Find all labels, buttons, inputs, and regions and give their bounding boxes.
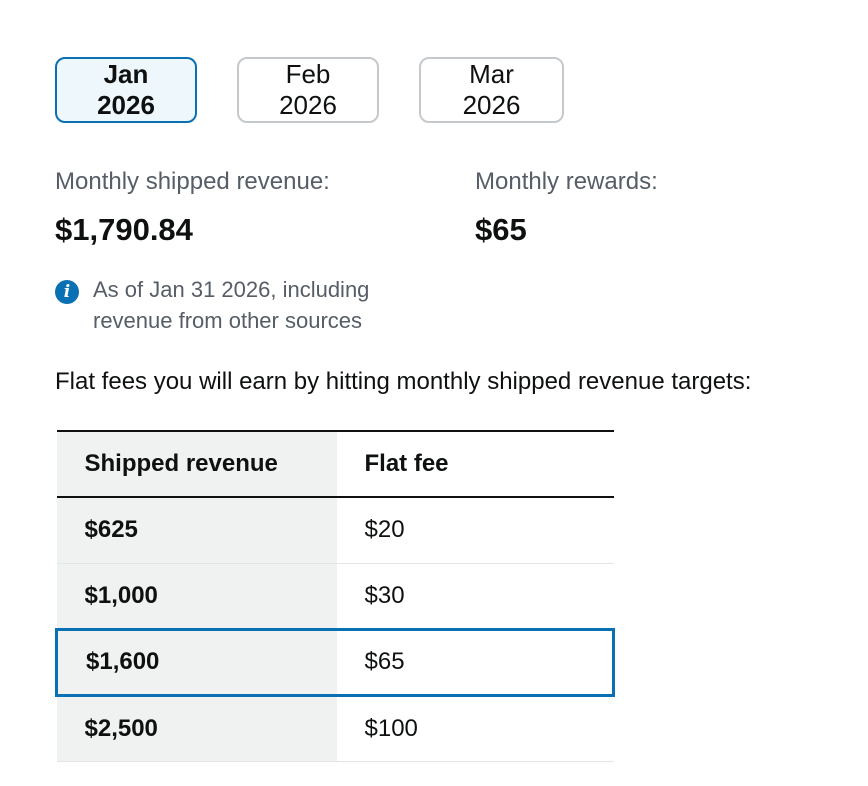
tab-jan-2026[interactable]: Jan 2026 (55, 57, 197, 123)
revenue-cell: $1,600 (55, 627, 337, 697)
revenue-cell: $2,500 (56, 695, 337, 762)
revenue-cell: $1,000 (56, 563, 337, 630)
shipped-revenue-label: Monthly shipped revenue: (55, 168, 330, 195)
table-header-row: Shipped revenue Flat fee (56, 431, 614, 498)
column-header-flat-fee: Flat fee (336, 431, 614, 498)
table-row: $2,500 $100 (56, 695, 614, 762)
fee-intro-text: Flat fees you will earn by hitting month… (55, 368, 752, 395)
column-header-shipped-revenue: Shipped revenue (56, 431, 337, 498)
month-tabs: Jan 2026 Feb 2026 Mar 2026 (55, 57, 604, 123)
tab-mar-2026[interactable]: Mar 2026 (419, 57, 564, 123)
tab-feb-2026[interactable]: Feb 2026 (237, 57, 379, 123)
fee-cell: $20 (336, 497, 614, 564)
fee-cell: $65 (336, 627, 615, 697)
info-icon: i (55, 280, 79, 304)
flat-fee-table: Shipped revenue Flat fee $625 $20 $1,000… (55, 430, 615, 762)
rewards-value: $65 (475, 212, 527, 247)
info-text: As of Jan 31 2026, including revenue fro… (93, 277, 370, 333)
info-note: i As of Jan 31 2026, including revenue f… (55, 274, 433, 336)
table-row-highlighted: $1,600 $65 (55, 627, 615, 697)
revenue-cell: $625 (56, 497, 337, 564)
table-row: $1,000 $30 (56, 563, 614, 630)
shipped-revenue-value: $1,790.84 (55, 212, 193, 247)
fee-cell: $30 (336, 563, 614, 630)
rewards-label: Monthly rewards: (475, 168, 658, 195)
fee-cell: $100 (336, 695, 614, 762)
table-row: $625 $20 (56, 497, 614, 564)
